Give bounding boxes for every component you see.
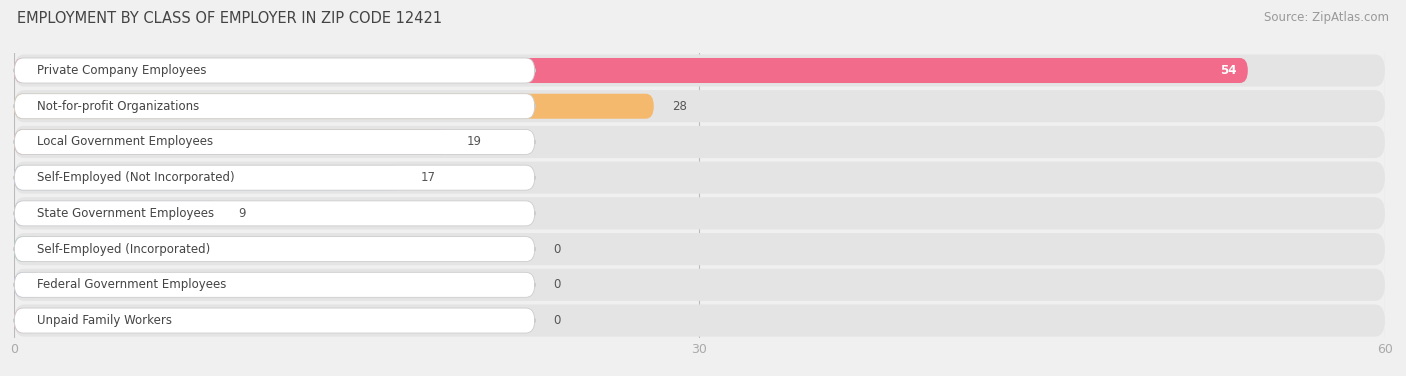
Text: Federal Government Employees: Federal Government Employees (37, 278, 226, 291)
Text: 0: 0 (554, 243, 561, 256)
Text: Self-Employed (Incorporated): Self-Employed (Incorporated) (37, 243, 209, 256)
FancyBboxPatch shape (14, 165, 402, 190)
Text: State Government Employees: State Government Employees (37, 207, 214, 220)
FancyBboxPatch shape (14, 90, 1385, 122)
FancyBboxPatch shape (14, 308, 42, 333)
FancyBboxPatch shape (14, 58, 1249, 83)
Text: Local Government Employees: Local Government Employees (37, 135, 214, 149)
Text: Self-Employed (Not Incorporated): Self-Employed (Not Incorporated) (37, 171, 235, 184)
FancyBboxPatch shape (14, 165, 536, 190)
FancyBboxPatch shape (14, 58, 536, 83)
Text: 28: 28 (672, 100, 688, 113)
FancyBboxPatch shape (14, 94, 536, 119)
Text: Private Company Employees: Private Company Employees (37, 64, 207, 77)
FancyBboxPatch shape (14, 201, 219, 226)
FancyBboxPatch shape (14, 197, 1385, 229)
Text: Source: ZipAtlas.com: Source: ZipAtlas.com (1264, 11, 1389, 24)
FancyBboxPatch shape (14, 55, 1385, 86)
FancyBboxPatch shape (14, 129, 449, 155)
FancyBboxPatch shape (14, 272, 536, 297)
Text: 9: 9 (238, 207, 246, 220)
FancyBboxPatch shape (14, 305, 1385, 337)
FancyBboxPatch shape (14, 201, 536, 226)
FancyBboxPatch shape (14, 237, 536, 262)
FancyBboxPatch shape (14, 126, 1385, 158)
FancyBboxPatch shape (14, 269, 1385, 301)
Text: 0: 0 (554, 314, 561, 327)
Text: 54: 54 (1220, 64, 1236, 77)
FancyBboxPatch shape (14, 233, 1385, 265)
Text: EMPLOYMENT BY CLASS OF EMPLOYER IN ZIP CODE 12421: EMPLOYMENT BY CLASS OF EMPLOYER IN ZIP C… (17, 11, 441, 26)
FancyBboxPatch shape (14, 129, 536, 155)
Text: 0: 0 (554, 278, 561, 291)
Text: 19: 19 (467, 135, 481, 149)
FancyBboxPatch shape (14, 308, 536, 333)
FancyBboxPatch shape (14, 237, 42, 262)
Text: Unpaid Family Workers: Unpaid Family Workers (37, 314, 172, 327)
FancyBboxPatch shape (14, 272, 42, 297)
Text: 17: 17 (420, 171, 436, 184)
FancyBboxPatch shape (14, 94, 654, 119)
FancyBboxPatch shape (14, 162, 1385, 194)
Text: Not-for-profit Organizations: Not-for-profit Organizations (37, 100, 200, 113)
